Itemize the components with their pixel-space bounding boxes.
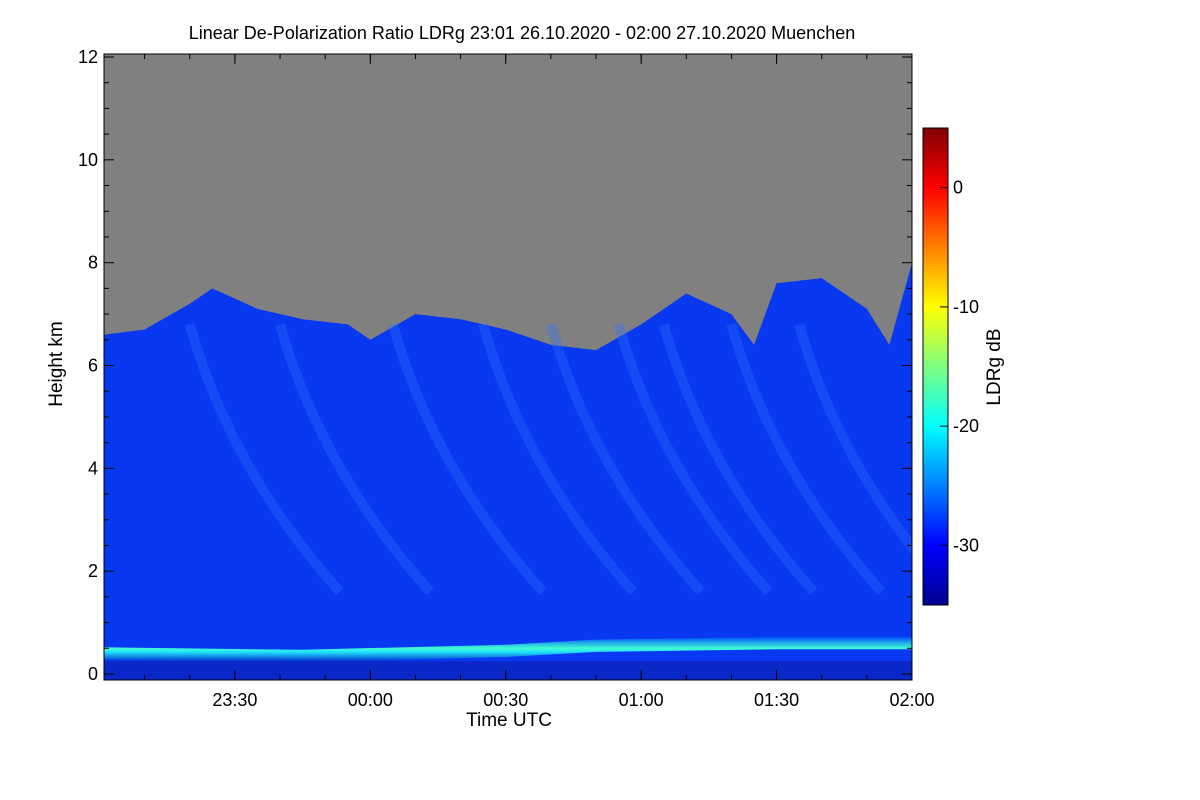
y-tick-label: 12 — [78, 47, 98, 67]
cloud-region — [104, 262, 912, 680]
x-tick-label: 01:00 — [619, 690, 664, 710]
fall-streak — [388, 323, 547, 596]
x-tick-label: 01:30 — [754, 690, 799, 710]
fall-streak — [546, 323, 705, 596]
boundary-layer — [104, 637, 912, 663]
colorbar-tick-label: -20 — [953, 416, 979, 436]
fall-streak — [794, 323, 912, 556]
fall-streak — [658, 323, 818, 596]
colorbar-ticks: 0 -10 -20 -30 — [940, 178, 979, 555]
fall-streak — [184, 323, 344, 596]
colorbar-label: LDRg dB — [984, 328, 1005, 405]
y-axis-label: Height km — [46, 321, 67, 407]
fall-streak — [478, 323, 637, 596]
colorbar-tick-label: -30 — [953, 535, 979, 555]
x-axis-label: Time UTC — [466, 710, 552, 731]
y-tick-label: 10 — [78, 150, 98, 170]
x-tick-label: 00:00 — [348, 690, 393, 710]
y-tick-label: 8 — [88, 253, 98, 273]
colorbar: 0 -10 -20 -30 LDRg dB — [922, 127, 1005, 606]
x-tick-label: 02:00 — [889, 690, 934, 710]
x-tick-label: 00:30 — [483, 690, 528, 710]
surface-band — [104, 661, 912, 680]
fall-streaks — [184, 323, 912, 596]
x-tick-label: 23:30 — [212, 690, 257, 710]
plot-area — [104, 54, 912, 680]
y-tick-label: 6 — [88, 356, 98, 376]
fall-streak — [726, 323, 886, 596]
y-tick-label: 2 — [88, 561, 98, 581]
plot-frame — [103, 53, 913, 681]
colorbar-tick-label: 0 — [953, 178, 963, 198]
colorbar-tick-label: -10 — [953, 297, 979, 317]
y-tick-label: 0 — [88, 664, 98, 684]
chart-title: Linear De-Polarization Ratio LDRg 23:01 … — [189, 23, 855, 43]
colorbar-scale — [922, 127, 949, 606]
fall-streak — [613, 323, 773, 596]
y-tick-label: 4 — [88, 458, 98, 478]
fall-streak — [275, 323, 434, 596]
y-axis: 0 2 4 6 8 10 12 — [78, 47, 912, 684]
x-axis: 23:30 00:00 00:30 01:00 01:30 02:00 — [144, 54, 935, 710]
